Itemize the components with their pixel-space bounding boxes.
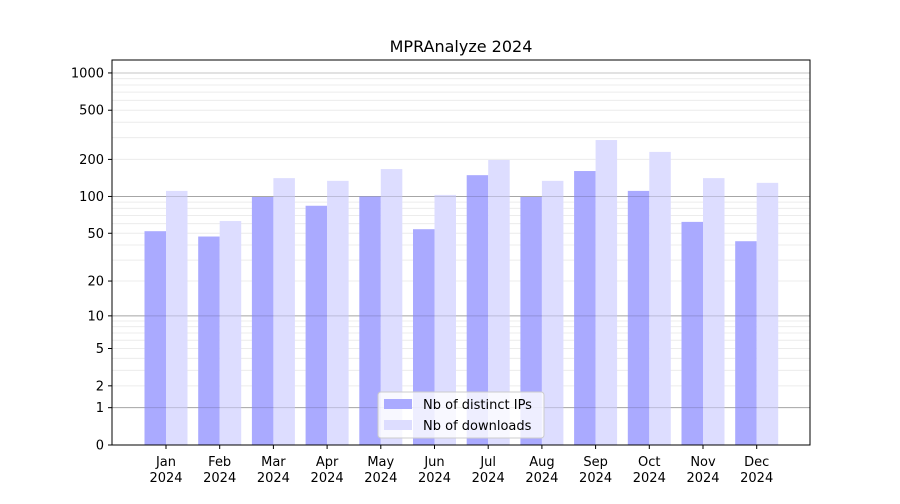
x-tick-label-line: 2024	[579, 471, 612, 486]
bar-downloads	[649, 151, 671, 445]
bar-downloads	[488, 159, 510, 446]
y-tick-label: 500	[79, 104, 104, 119]
x-tick-label-line: 2024	[311, 471, 344, 486]
x-tick-label: Feb 2024	[203, 455, 236, 486]
bar-ips	[466, 175, 489, 446]
x-tick-label: Sep 2024	[579, 455, 612, 486]
bar-downloads	[327, 180, 349, 445]
bar-downloads	[541, 180, 564, 445]
bar-downloads	[273, 178, 295, 445]
bar-ips	[413, 229, 435, 445]
x-tick-label: May 2024	[364, 455, 397, 486]
x-tick-label-line: 2024	[257, 471, 290, 486]
x-tick-label: Apr 2024	[311, 455, 344, 486]
bar-ips	[574, 171, 596, 445]
x-tick-label-line: Sep	[583, 455, 608, 470]
bar-downloads	[595, 140, 618, 445]
bar-ips	[520, 197, 542, 445]
x-tick-label-line: 2024	[203, 471, 236, 486]
bar-downloads	[219, 221, 242, 445]
y-tick-label: 200	[79, 153, 104, 168]
x-tick-label: Jul 2024	[472, 455, 505, 486]
x-tick-label-line: Aug	[529, 455, 554, 470]
x-tick-label-line: 2024	[633, 471, 666, 486]
chart-title: MPRAnalyze 2024	[390, 37, 533, 56]
x-tick-label: Nov 2024	[686, 455, 719, 486]
x-tick-label: Jun 2024	[418, 455, 451, 486]
bar-ips	[144, 231, 166, 445]
bar-downloads	[756, 182, 779, 445]
y-tick-label: 5	[96, 342, 104, 357]
x-tick-label-line: Oct	[638, 455, 660, 470]
legend: Nb of distinct IPs Nb of downloads	[377, 391, 545, 439]
bar-downloads	[703, 178, 725, 445]
x-tick-label-line: May	[367, 455, 394, 470]
bar-ips	[735, 241, 757, 445]
legend-label: Nb of distinct IPs	[423, 398, 532, 413]
x-tick-label-line: Feb	[208, 455, 231, 470]
x-tick-label-line: Jun	[423, 455, 444, 470]
x-tick-label: Oct 2024	[633, 455, 666, 486]
y-axis: 0 1 2 5 10 20 50 100 200 500 1000	[71, 66, 112, 454]
x-tick-label-line: 2024	[418, 471, 451, 486]
x-tick-label-line: 2024	[472, 471, 505, 486]
y-tick-label: 10	[87, 309, 104, 324]
x-tick-label-line: 2024	[686, 471, 719, 486]
bar-downloads	[380, 169, 403, 445]
y-tick-label: 20	[87, 275, 104, 290]
x-tick-label: Dec 2024	[740, 455, 773, 486]
x-tick-label: Jan 2024	[149, 455, 182, 486]
bar-downloads	[434, 194, 456, 445]
x-tick-label: Mar 2024	[257, 455, 290, 486]
x-tick-label-line: Nov	[690, 455, 716, 470]
bar-ips	[251, 197, 274, 445]
legend-box	[377, 391, 545, 439]
y-tick-label: 1000	[71, 66, 104, 81]
x-tick-label-line: Mar	[261, 455, 286, 470]
y-tick-label: 1	[96, 401, 104, 416]
legend-swatch	[384, 399, 412, 409]
legend-swatch	[384, 420, 412, 430]
x-tick-label-line: Jul	[479, 455, 496, 470]
x-tick-label-line: Jan	[155, 455, 176, 470]
x-tick-label-line: Dec	[744, 455, 769, 470]
x-tick-label: Aug 2024	[525, 455, 558, 486]
y-tick-label: 2	[96, 379, 104, 394]
x-tick-label-line: 2024	[740, 471, 773, 486]
bar-ips	[198, 236, 220, 445]
bars	[112, 140, 810, 446]
x-tick-label-line: 2024	[364, 471, 397, 486]
bar-ips	[627, 190, 650, 445]
plot-frame	[111, 59, 811, 446]
y-tick-label: 50	[87, 227, 104, 242]
x-tick-label-line: 2024	[149, 471, 182, 486]
x-tick-label-line: Apr	[316, 455, 339, 470]
legend-label: Nb of downloads	[423, 419, 532, 434]
bar-downloads	[166, 190, 188, 445]
x-tick-label-line: 2024	[525, 471, 558, 486]
y-tick-label: 0	[96, 439, 104, 454]
bar-ips	[305, 205, 328, 445]
y-tick-label: 100	[79, 190, 104, 205]
bar-ips	[359, 196, 381, 445]
bar-ips	[681, 221, 703, 445]
